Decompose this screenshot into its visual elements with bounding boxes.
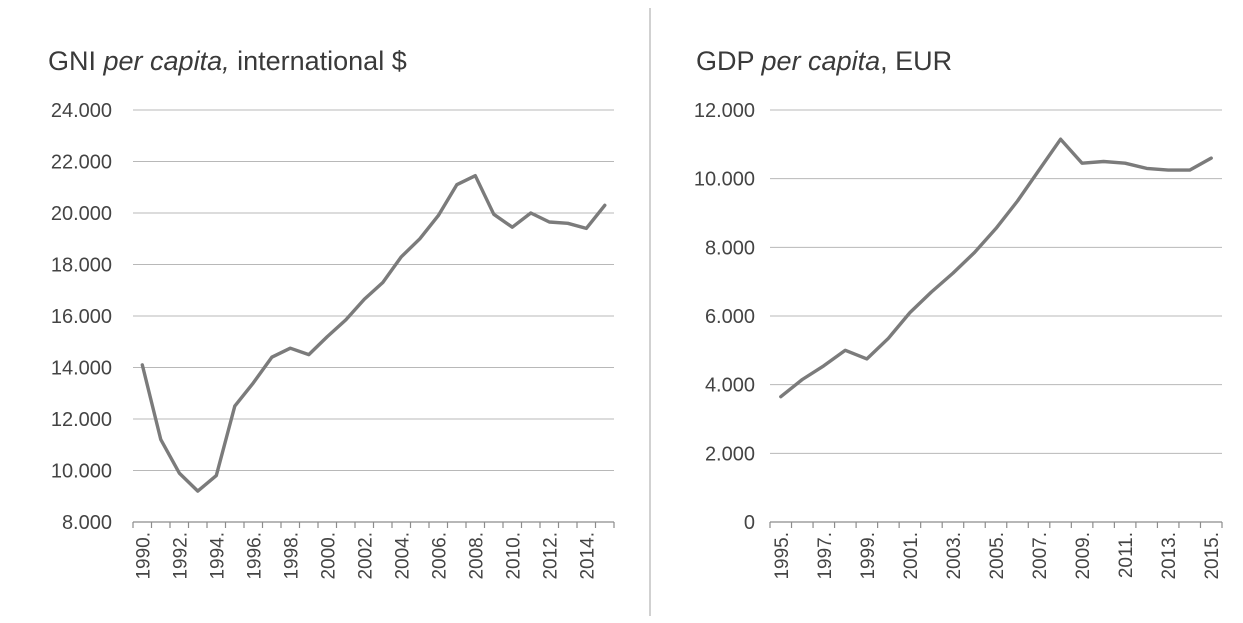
x-tick-label: 2001. <box>901 532 922 580</box>
gdp-chart: GDP per capita, EUR 0 2.000 4.000 6.000 8.00… <box>694 46 1223 580</box>
y-tick-label: 8.000 <box>62 512 112 534</box>
x-tick-label: 2002. <box>355 532 376 580</box>
x-tick-label: 1990. <box>133 532 154 580</box>
x-axis-tick-labels: 1995. 1997. 1999. 2001. 2003. 2005. 2007. 2009.… <box>772 532 1223 580</box>
x-axis <box>132 521 615 528</box>
y-tick-label: 2.000 <box>705 443 755 465</box>
y-tick-label: 24.000 <box>51 100 112 122</box>
y-tick-label: 14.000 <box>51 358 112 380</box>
y-tick-label: 10.000 <box>51 461 112 483</box>
x-tick-label: 1998. <box>281 532 302 580</box>
y-tick-label: 6.000 <box>705 306 755 328</box>
x-tick-label: 2008. <box>466 532 487 580</box>
x-tick-label: 2012. <box>540 532 561 580</box>
x-tick-label: 1994. <box>207 532 228 580</box>
x-tick-label: 2005. <box>987 532 1008 580</box>
series-line <box>140 173 607 493</box>
x-tick-label: 1995. <box>772 532 793 580</box>
x-tick-label: 2013. <box>1159 532 1180 580</box>
y-axis-tick-labels: 0 2.000 4.000 6.000 8.000 10.000 12.000 <box>694 100 755 534</box>
grid-lines <box>133 109 614 471</box>
x-tick-label: 2015. <box>1202 532 1223 580</box>
y-tick-label: 10.000 <box>694 169 755 191</box>
x-axis <box>769 521 1223 528</box>
y-axis-tick-labels: 8.000 10.000 12.000 14.000 16.000 18.000 20.00… <box>51 100 112 534</box>
gni-chart: GNI per capita, international $ 8.000 10.… <box>48 46 615 580</box>
y-tick-label: 20.000 <box>51 203 112 225</box>
y-tick-label: 22.000 <box>51 152 112 174</box>
x-tick-label: 1999. <box>858 532 879 580</box>
x-tick-label: 2004. <box>392 532 413 580</box>
x-tick-label: 2014. <box>577 532 598 580</box>
chart-title: GNI per capita, international $ <box>48 46 407 76</box>
y-tick-label: 8.000 <box>705 237 755 259</box>
x-tick-label: 2011. <box>1116 532 1137 578</box>
y-tick-label: 4.000 <box>705 375 755 397</box>
series-line <box>779 137 1213 399</box>
y-tick-label: 12.000 <box>51 409 112 431</box>
chart-title: GDP per capita, EUR <box>696 46 952 76</box>
x-tick-label: 2009. <box>1073 532 1094 580</box>
x-tick-label: 1997. <box>815 532 836 580</box>
x-tick-label: 2000. <box>318 532 339 580</box>
x-tick-label: 1996. <box>244 532 265 580</box>
y-tick-label: 0 <box>744 512 755 534</box>
series-layer <box>779 137 1213 399</box>
y-tick-label: 16.000 <box>51 306 112 328</box>
x-tick-label: 2010. <box>503 532 524 580</box>
x-tick-label: 1992. <box>170 532 191 580</box>
x-tick-label: 2007. <box>1030 532 1051 580</box>
x-tick-label: 2003. <box>944 532 965 580</box>
x-axis-tick-labels: 1990. 1992. 1994. 1996. 1998. 2000. 2002. 2004.… <box>133 532 598 580</box>
y-tick-label: 12.000 <box>694 100 755 122</box>
y-tick-label: 18.000 <box>51 255 112 277</box>
grid-lines <box>770 109 1222 454</box>
x-tick-label: 2006. <box>429 532 450 580</box>
series-layer <box>140 173 607 493</box>
